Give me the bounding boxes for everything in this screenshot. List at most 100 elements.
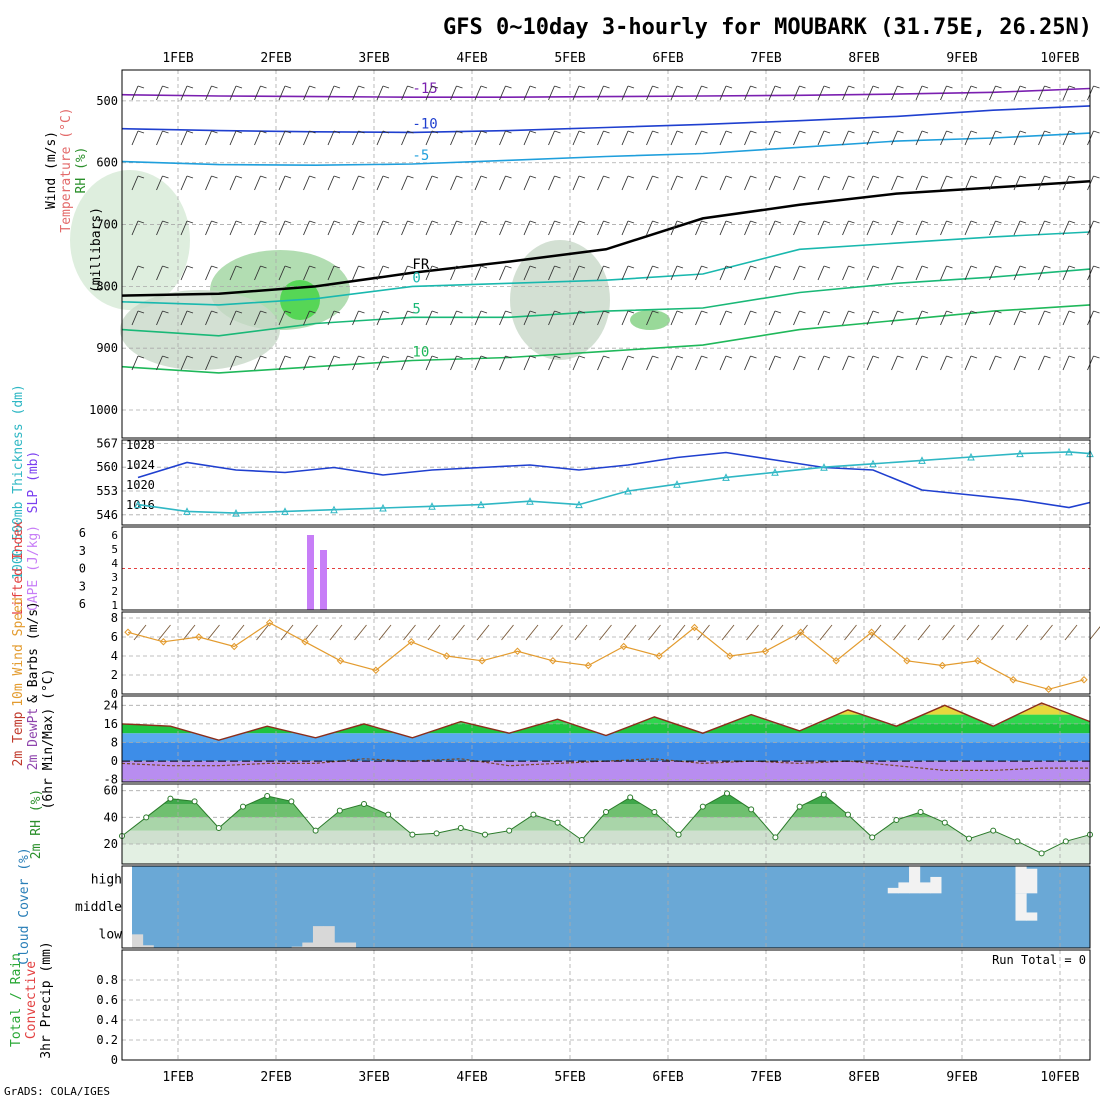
wind-barb — [897, 175, 904, 179]
wind-barb — [333, 220, 341, 224]
wind-barb — [597, 265, 604, 281]
wind-barb — [774, 265, 782, 269]
wind-barb — [866, 220, 874, 236]
cape-bar — [307, 535, 314, 610]
wind-barb — [940, 85, 947, 101]
wind-barb — [309, 130, 316, 134]
wind-barb — [701, 220, 708, 224]
axis-label-line: 2m RH (%) — [29, 789, 44, 859]
wind-barb — [597, 355, 604, 371]
wind-barb — [799, 130, 806, 134]
y-tick-label: 24 — [104, 698, 118, 712]
wind-barb — [1068, 355, 1076, 359]
wind-barb — [278, 175, 286, 191]
temp-band — [122, 761, 1090, 782]
wind-barb — [670, 220, 678, 236]
wind-barb — [578, 175, 586, 179]
axis-label: 2m RH (%) — [29, 789, 44, 859]
cloud-bar — [1026, 912, 1038, 921]
data-point — [675, 831, 682, 838]
contour-line — [121, 180, 1091, 297]
wind-barb — [456, 85, 463, 89]
data-point — [457, 825, 464, 831]
y-tick-label: 0 — [79, 562, 86, 576]
wind-barb — [284, 355, 292, 359]
wind-barb — [278, 220, 286, 236]
wind-barb — [205, 310, 212, 326]
wind-barb — [940, 175, 947, 191]
contour-line — [121, 105, 1091, 134]
wind-barb — [744, 85, 751, 101]
wind-barb — [180, 310, 188, 326]
date-label-bottom: 9FEB — [946, 1070, 977, 1085]
wind-barb — [352, 310, 359, 326]
wind-barb — [476, 624, 490, 641]
y-tick-label-right: 6 — [111, 529, 118, 542]
wind-barb — [627, 310, 635, 314]
wind-barb — [995, 310, 1002, 314]
wind-barb — [1093, 175, 1100, 179]
wind-barb — [254, 85, 261, 101]
contour-line — [121, 132, 1091, 167]
wind-barb — [376, 130, 384, 146]
wind-barb — [866, 85, 874, 101]
wind-barb — [211, 175, 218, 179]
wind-barb — [1068, 265, 1076, 269]
wind-barb — [260, 355, 267, 359]
y-tick-label-right: 1024 — [126, 458, 155, 472]
wind-barb — [946, 85, 953, 89]
data-point — [699, 803, 706, 810]
wind-barb — [1044, 130, 1051, 134]
wind-barb — [891, 265, 898, 281]
wind-barb — [897, 130, 904, 134]
wind-barb — [921, 220, 929, 224]
wind-barb — [303, 175, 310, 191]
data-point — [379, 503, 387, 512]
wind-barb — [499, 85, 506, 101]
wind-barb — [842, 130, 849, 146]
panel-frame — [121, 611, 1091, 695]
wind-barb — [946, 355, 953, 359]
wind-barb — [746, 624, 759, 641]
data-point — [442, 652, 451, 660]
wind-barb — [701, 355, 708, 359]
wind-barb — [989, 355, 996, 371]
temp-band — [122, 723, 1090, 734]
y-tick-label: 60 — [104, 784, 118, 798]
y-tick-label: 0.8 — [96, 973, 118, 987]
wind-barb — [327, 130, 335, 146]
wind-barb — [627, 220, 635, 224]
wind-barb — [523, 175, 531, 191]
wind-barb — [970, 175, 978, 179]
wind-barb — [621, 355, 629, 371]
wind-barb — [186, 130, 194, 134]
data-point — [477, 500, 485, 509]
cloud-bar — [1015, 893, 1027, 921]
wind-barb — [254, 175, 261, 191]
wind-barb — [309, 310, 316, 314]
wind-barb — [964, 85, 972, 101]
wind-barb — [131, 265, 139, 281]
panel-frame — [121, 695, 1091, 783]
wind-barb — [205, 130, 212, 146]
wind-barb — [260, 220, 267, 224]
wind-barb — [897, 220, 904, 224]
wind-barb — [676, 220, 684, 224]
data-point — [1044, 685, 1053, 693]
wind-barb — [621, 310, 629, 326]
wind-barb — [695, 85, 702, 101]
data-point — [281, 507, 289, 515]
wind-barb — [162, 355, 169, 359]
wind-barb — [744, 355, 751, 371]
wind-barb — [525, 624, 539, 641]
wind-barb — [621, 265, 629, 281]
wind-barb — [670, 175, 678, 191]
data-point — [893, 817, 900, 823]
wind-barb — [456, 130, 463, 134]
wind-barb — [872, 310, 880, 314]
cloud-bar — [142, 945, 154, 948]
wind-barb — [450, 355, 457, 371]
y-tick-label: 3 — [79, 579, 86, 593]
wind-barb — [970, 310, 978, 314]
wind-barb — [548, 355, 555, 371]
